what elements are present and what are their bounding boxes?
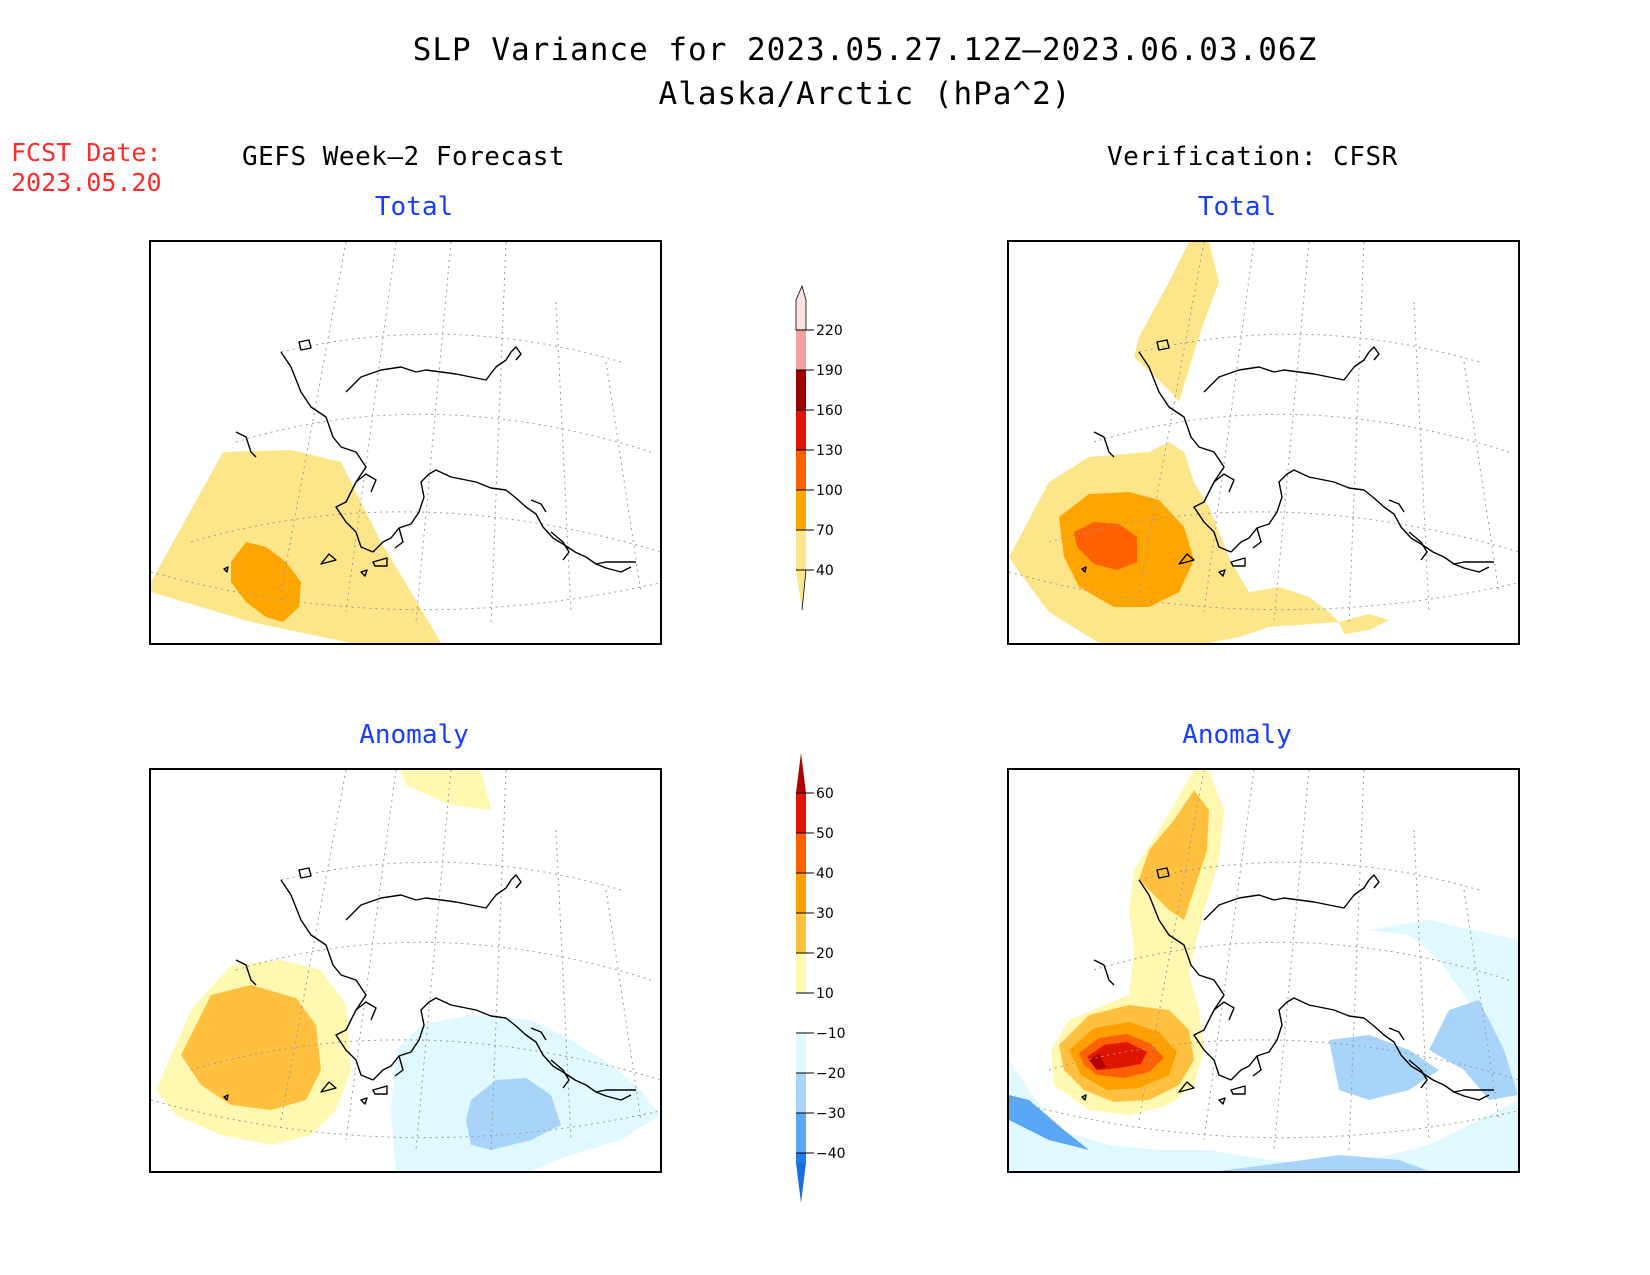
fcst-date-label: FCST Date: [11,138,162,167]
bottom-right-panel-label: Anomaly [1182,720,1292,750]
top-left-panel-label: Total [374,192,454,222]
total-tick-220: 220 [816,323,843,339]
total-tick-160: 160 [816,403,843,419]
main-title-line1: SLP Variance for 2023.05.27.12Z–2023.06.… [412,32,1318,68]
cfsr-anomaly-map [1007,768,1520,1173]
anom-tick-neg10: −10 [816,1026,846,1042]
cfsr-total-map [1007,240,1520,645]
anomaly-colorbar: 60 50 40 30 20 10 −10 −20 −30 −40 [792,753,882,1207]
anom-tick-20: 20 [816,946,834,962]
anom-tick-10: 10 [816,986,834,1002]
anom-tick-neg30: −30 [816,1106,846,1122]
gefs-total-map [149,240,662,645]
fcst-date-value: 2023.05.20 [11,168,162,197]
anom-tick-30: 30 [816,906,834,922]
right-column-title: Verification: CFSR [1107,142,1398,172]
total-contour-40-70 [151,450,441,643]
total-tick-70: 70 [816,523,834,539]
total-colorbar: 220 190 160 130 100 70 40 [792,280,882,614]
anom-tick-60: 60 [816,786,834,802]
anom-tick-neg40: −40 [816,1146,846,1162]
total-tick-130: 130 [816,443,843,459]
total-tick-100: 100 [816,483,843,499]
left-column-title: GEFS Week–2 Forecast [242,142,566,172]
main-title-line2: Alaska/Arctic (hPa^2) [658,76,1072,112]
gefs-anomaly-map [149,768,662,1173]
anom-tick-40: 40 [816,866,834,882]
total-contour-70-100 [231,542,301,622]
anom-tick-neg20: −20 [816,1066,846,1082]
anom-tick-50: 50 [816,826,834,842]
bottom-left-panel-label: Anomaly [359,720,469,750]
top-right-panel-label: Total [1197,192,1277,222]
total-tick-40: 40 [816,563,834,579]
total-tick-190: 190 [816,363,843,379]
